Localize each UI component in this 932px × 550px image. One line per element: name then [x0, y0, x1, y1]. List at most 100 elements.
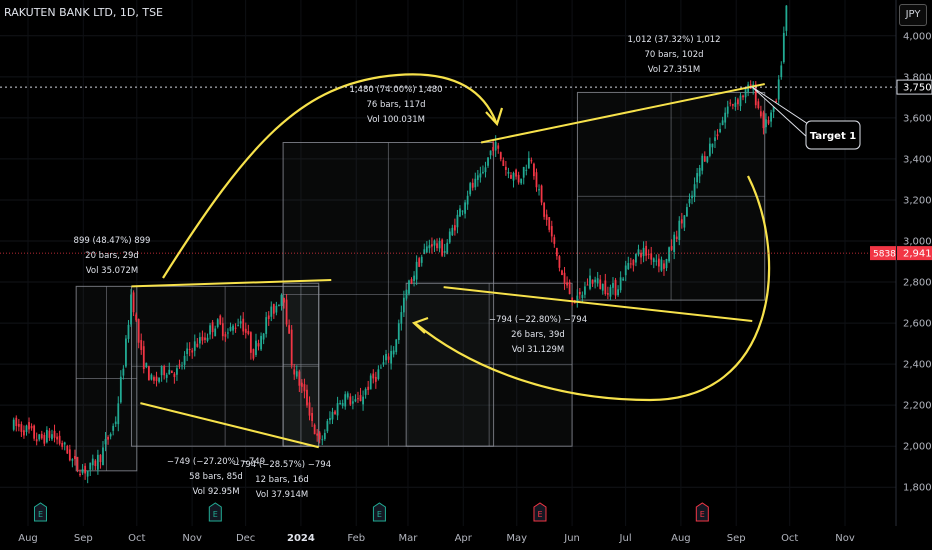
candle-body — [431, 244, 433, 247]
earnings-event-icon[interactable]: E — [33, 502, 47, 522]
measure-label-line: 1,480 (74.00%) 1,480 — [349, 85, 442, 95]
candle — [219, 314, 222, 326]
candle — [339, 400, 342, 405]
candle-body — [176, 368, 178, 375]
candle-body — [438, 240, 441, 249]
candle — [316, 429, 319, 442]
candle — [117, 396, 120, 432]
candle-body — [711, 143, 714, 148]
candle-body — [665, 259, 668, 269]
candle — [484, 161, 487, 178]
arrow-head — [411, 316, 429, 334]
candle — [395, 338, 398, 355]
candle-body — [576, 295, 579, 302]
candle-body — [153, 377, 155, 381]
candle — [367, 380, 370, 395]
candle-body — [775, 100, 778, 103]
currency-button[interactable]: JPY — [899, 4, 927, 26]
candle-body — [119, 376, 122, 403]
earnings-event-icon[interactable]: E — [533, 502, 547, 522]
candle — [23, 425, 25, 439]
candle — [300, 379, 303, 394]
candle — [102, 441, 104, 466]
candle — [91, 454, 94, 471]
candle-body — [708, 143, 711, 156]
candle-body — [91, 458, 94, 466]
candle-body — [512, 172, 515, 181]
x-tick-label: Sep — [74, 533, 93, 544]
candle — [63, 441, 66, 451]
candle-body — [589, 275, 591, 289]
candle — [668, 246, 670, 264]
candle-body — [145, 362, 148, 368]
candle — [68, 444, 71, 462]
earnings-event-icon[interactable]: E — [372, 502, 386, 522]
candle-body — [89, 462, 92, 470]
candle — [30, 423, 33, 431]
candle — [209, 322, 211, 340]
x-tick-label: Nov — [835, 533, 855, 544]
earnings-event-icon[interactable]: E — [695, 502, 709, 522]
candle — [76, 456, 79, 473]
measure-label-line: 26 bars, 39d — [511, 330, 565, 340]
candle-body — [604, 280, 607, 294]
measure-label-line: 20 bars, 29d — [85, 251, 139, 261]
earnings-badge — [695, 502, 709, 522]
x-tick-label: Mar — [399, 533, 419, 544]
earnings-event-icon[interactable]: E — [208, 502, 222, 522]
candle — [387, 353, 390, 363]
candle-body — [533, 163, 535, 177]
candle-body — [739, 95, 742, 107]
candle-body — [599, 279, 602, 289]
candle-body — [267, 315, 270, 319]
candle-body — [754, 84, 757, 106]
candle — [20, 421, 23, 437]
candle — [642, 241, 645, 263]
candle-body — [122, 368, 125, 376]
candle — [550, 220, 553, 243]
y-tick-label: 3,600 — [903, 113, 932, 124]
candle-body — [655, 260, 658, 262]
candle — [765, 113, 767, 134]
candle — [408, 279, 410, 296]
candle-body — [561, 270, 563, 275]
candle-body — [239, 321, 242, 324]
candle — [471, 178, 474, 191]
candle — [227, 328, 229, 339]
candle — [711, 143, 714, 154]
candle-body — [744, 88, 747, 98]
candle — [86, 470, 89, 484]
y-tick-label: 2,000 — [903, 442, 932, 453]
candle — [614, 277, 617, 300]
candle — [499, 151, 502, 162]
candle-body — [729, 102, 732, 104]
candle-body — [262, 333, 265, 340]
measure-label-line: 12 bars, 16d — [255, 475, 309, 485]
candle-body — [170, 370, 173, 374]
candle — [392, 346, 395, 358]
y-tick-label: 3,400 — [903, 154, 932, 165]
candle-body — [734, 102, 737, 107]
candle — [489, 150, 492, 160]
candle — [51, 429, 53, 441]
candle — [731, 103, 734, 110]
candle — [224, 331, 227, 342]
measure-box — [576, 91, 766, 301]
crosshair-price-label: 3,750 — [903, 83, 932, 94]
candle-body — [657, 258, 660, 267]
candle — [512, 171, 515, 188]
candle-body — [160, 366, 163, 376]
candle-body — [237, 325, 240, 327]
candle — [413, 271, 415, 287]
candle-body — [147, 366, 150, 381]
earnings-letter: E — [700, 510, 705, 519]
candle-body — [112, 425, 115, 431]
candle — [729, 99, 732, 107]
candle-body — [696, 173, 699, 183]
candle-body — [313, 424, 316, 435]
price-tags: 3,750 5838 2,941 — [870, 79, 932, 261]
candle — [591, 279, 594, 287]
candle-body — [290, 329, 293, 366]
candle-body — [311, 413, 313, 422]
